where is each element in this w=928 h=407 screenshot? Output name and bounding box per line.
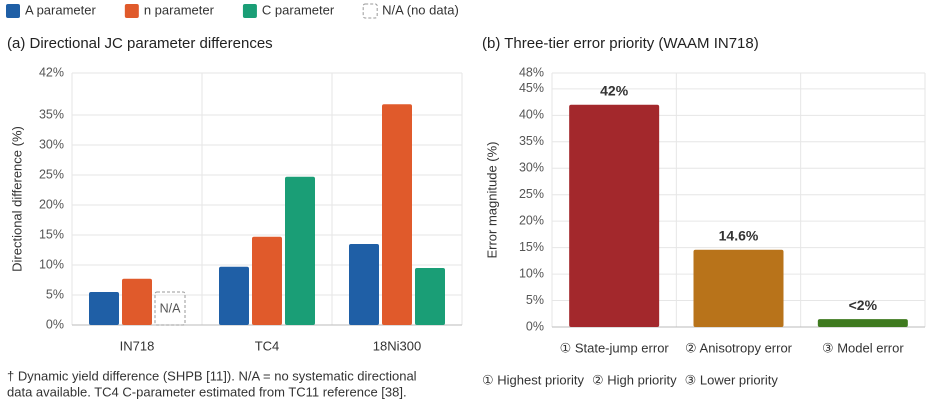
bar <box>285 176 315 325</box>
x-tick-label: IN718 <box>120 338 155 353</box>
y-tick-label: 25% <box>519 187 544 201</box>
x-tick-label: ③ Model error <box>822 340 904 355</box>
bar <box>219 266 249 325</box>
y-tick-label: 0% <box>46 317 64 331</box>
y-tick-label: 35% <box>39 107 64 121</box>
y-tick-label: 5% <box>526 293 544 307</box>
value-label: 14.6% <box>719 227 759 243</box>
y-axis-title: Error magnitude (%) <box>484 141 499 258</box>
y-tick-label: 30% <box>39 137 64 151</box>
bar <box>817 319 908 327</box>
value-label: 42% <box>600 82 629 98</box>
legend-swatch <box>124 4 139 18</box>
y-tick-label: 25% <box>39 167 64 181</box>
y-tick-label: 30% <box>519 161 544 175</box>
chart-title: (a) Directional JC parameter differences <box>7 35 273 52</box>
value-label: <2% <box>849 297 878 313</box>
legend-swatch <box>6 4 20 18</box>
legend-label: C parameter <box>262 2 335 17</box>
footnote: † Dynamic yield difference (SHPB [11]). … <box>7 368 417 383</box>
bar <box>415 268 445 325</box>
x-tick-label: 18Ni300 <box>373 338 421 353</box>
y-tick-label: 45% <box>519 81 544 95</box>
na-label: N/A <box>160 301 182 315</box>
legend-label: A parameter <box>25 2 96 17</box>
bar <box>252 236 282 325</box>
y-tick-label: 42% <box>39 65 64 79</box>
bar <box>122 278 152 325</box>
x-tick-label: TC4 <box>255 338 280 353</box>
bar <box>569 104 660 327</box>
bar <box>349 244 379 325</box>
y-tick-label: 5% <box>46 287 64 301</box>
footnote: data available. TC4 C-parameter estimate… <box>7 384 407 399</box>
x-tick-label: ② Anisotropy error <box>685 340 793 355</box>
y-tick-label: 10% <box>39 257 64 271</box>
bar <box>382 104 412 325</box>
y-tick-label: 35% <box>519 134 544 148</box>
y-tick-label: 15% <box>39 227 64 241</box>
priority-note: ③ Lower priority <box>685 372 779 387</box>
y-tick-label: 15% <box>519 240 544 254</box>
y-axis-title: Directional difference (%) <box>9 126 24 272</box>
x-tick-label: ① State-jump error <box>560 340 670 355</box>
priority-note: ① Highest priority <box>482 372 584 387</box>
chart-title: (b) Three-tier error priority (WAAM IN71… <box>482 35 759 52</box>
y-tick-label: 10% <box>519 266 544 280</box>
y-tick-label: 20% <box>39 197 64 211</box>
y-tick-label: 20% <box>519 213 544 227</box>
legend-swatch <box>242 4 257 18</box>
y-tick-label: 40% <box>519 108 544 122</box>
priority-note: ② High priority <box>592 372 677 387</box>
legend-label: n parameter <box>144 2 215 17</box>
y-tick-label: 0% <box>526 319 544 333</box>
legend-label: N/A (no data) <box>382 2 459 17</box>
legend-swatch <box>362 3 378 19</box>
y-tick-label: 48% <box>519 65 544 79</box>
bar <box>89 292 119 325</box>
na-placeholder <box>154 291 186 326</box>
bar <box>693 249 784 327</box>
